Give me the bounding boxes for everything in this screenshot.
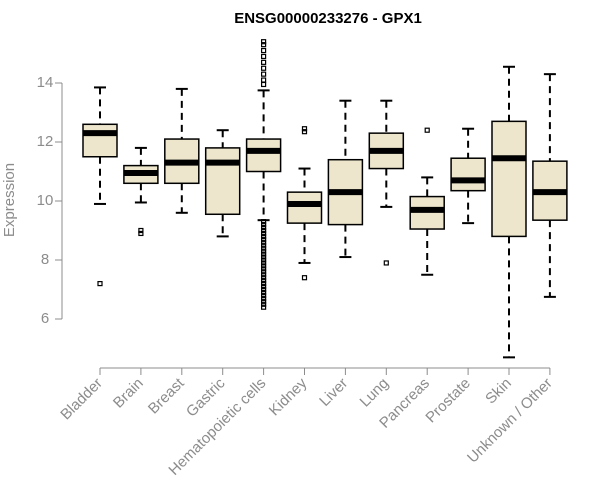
box-group [204, 129, 241, 238]
x-category-label: Bladder [57, 375, 106, 424]
iqr-box [245, 138, 282, 173]
box-group [164, 87, 200, 214]
outlier-point [261, 59, 267, 65]
outlier-point [261, 278, 267, 284]
outlier-point [261, 251, 267, 257]
x-category-label: Liver [316, 375, 351, 410]
iqr-box [204, 147, 241, 216]
outlier-point [261, 53, 267, 60]
outlier-point [261, 292, 267, 298]
outlier-point [261, 254, 267, 260]
outlier-point [261, 289, 267, 296]
x-category-label: Prostate [422, 375, 474, 427]
box-group [327, 99, 364, 259]
box-group [245, 39, 282, 310]
box-group [409, 127, 445, 276]
outlier-point [261, 71, 267, 77]
outlier-point [261, 245, 267, 251]
outlier-point [261, 272, 267, 278]
box-group [123, 146, 159, 237]
y-tick-label: 8 [41, 251, 49, 268]
chart-title: ENSG00000233276 - GPX1 [234, 10, 422, 27]
outlier-point [261, 81, 267, 88]
x-category-label: Lung [357, 375, 393, 411]
outlier-point [261, 233, 267, 239]
outlier-point [261, 263, 267, 269]
iqr-box [491, 120, 527, 238]
outlier-point [97, 281, 103, 287]
outlier-point [261, 65, 267, 71]
outlier-point [261, 281, 267, 287]
y-tick-label: 10 [37, 192, 54, 209]
y-tick-label: 14 [37, 74, 54, 91]
outlier-point [261, 224, 267, 231]
outlier-point [261, 301, 267, 307]
outlier-point [383, 260, 389, 266]
box-group [286, 126, 323, 281]
outlier-point [261, 266, 267, 272]
box-group [450, 127, 486, 225]
outlier-point [301, 275, 308, 281]
outlier-point [261, 42, 267, 48]
outlier-point [261, 304, 267, 310]
box-group [491, 65, 527, 359]
boxes-group [82, 39, 568, 359]
outlier-point [261, 298, 267, 304]
outlier-point [261, 236, 267, 242]
iqr-box [450, 157, 486, 192]
box-group [532, 73, 568, 298]
iqr-box [82, 123, 118, 158]
outlier-point [261, 239, 267, 245]
outlier-point [138, 230, 144, 237]
box-group [82, 86, 118, 287]
y-axis-label: Expression [1, 163, 18, 237]
iqr-box [286, 191, 323, 224]
outlier-point [261, 227, 267, 234]
y-tick-label: 12 [37, 133, 54, 150]
x-category-label: Brain [110, 375, 147, 412]
outlier-point [261, 219, 267, 225]
outlier-point [261, 242, 267, 248]
outlier-point [261, 257, 267, 263]
x-category-label: Skin [482, 375, 515, 408]
box-group [368, 99, 405, 266]
outlier-point [261, 275, 267, 281]
outlier-point [424, 127, 430, 133]
y-axis: 6 8 10 12 14 [37, 74, 63, 327]
outlier-point [261, 77, 267, 83]
x-category-label: Breast [145, 374, 188, 417]
outlier-point [261, 283, 267, 290]
outlier-point [261, 295, 267, 301]
outlier-point [138, 227, 144, 234]
y-tick-label: 6 [41, 310, 49, 327]
outlier-point [261, 39, 267, 45]
outlier-point [261, 269, 267, 275]
outlier-point [261, 222, 267, 228]
outlier-point [261, 230, 267, 237]
outlier-point [261, 286, 267, 293]
outlier-point [301, 129, 308, 135]
outlier-point [261, 260, 267, 266]
x-category-label: Kidney [266, 374, 311, 419]
outlier-point [261, 47, 267, 54]
outlier-point [261, 248, 267, 254]
outlier-point [301, 126, 308, 132]
